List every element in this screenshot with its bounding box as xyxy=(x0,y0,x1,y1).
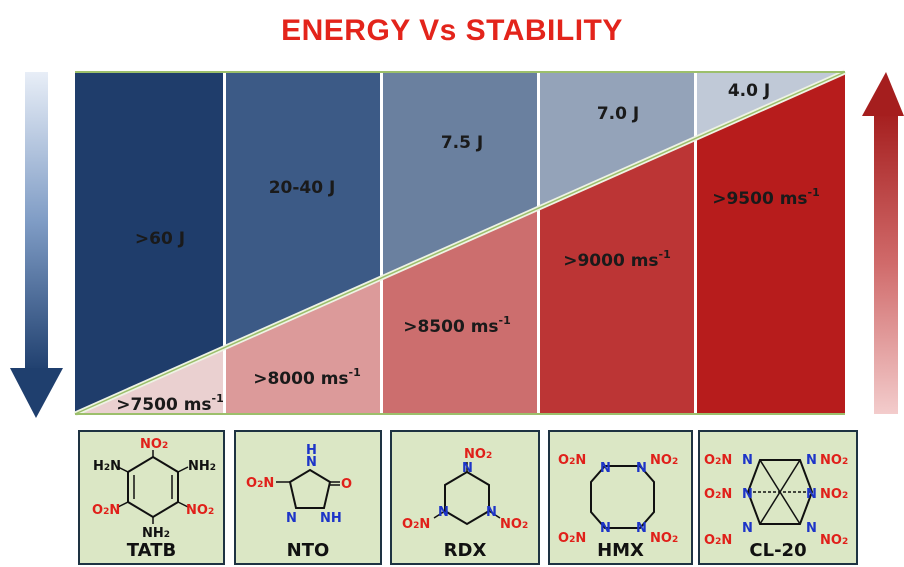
velocity-label-tatb: >7500 ms-1 xyxy=(116,392,224,415)
svg-text:N: N xyxy=(462,461,473,476)
impact-label-nto: 20-40 J xyxy=(269,178,336,198)
velocity-label-cl20: >9500 ms-1 xyxy=(712,186,820,209)
page-title: ENERGY Vs STABILITY xyxy=(281,14,623,47)
svg-text:N: N xyxy=(286,511,297,526)
molecule-label-nto: NTO xyxy=(286,540,330,561)
svg-text:O2N: O2N xyxy=(704,487,732,502)
impact-label-tatb: >60 J xyxy=(135,229,185,249)
svg-text:NO2: NO2 xyxy=(820,487,848,502)
svg-text:N: N xyxy=(306,455,317,470)
svg-text:NO2: NO2 xyxy=(820,533,848,548)
svg-text:O: O xyxy=(341,477,352,492)
velocity-label-hmx: >9000 ms-1 xyxy=(563,248,671,271)
molecule-card-nto: N H O2N O N NH NTO xyxy=(234,430,382,565)
svg-text:N: N xyxy=(806,453,817,468)
svg-text:NO2: NO2 xyxy=(464,447,492,462)
svg-text:NO2: NO2 xyxy=(650,453,678,468)
svg-text:N: N xyxy=(438,505,449,520)
svg-text:N: N xyxy=(636,461,647,476)
stability-arrow xyxy=(10,72,63,418)
impact-label-cl20: 4.0 J xyxy=(728,81,770,101)
svg-text:NO2: NO2 xyxy=(650,531,678,546)
rdx-structure-icon: N NO2 N N O2N NO2 xyxy=(402,447,528,532)
molecule-card-cl20: N N N N N N O2N NO2 O2N NO2 O2N NO2 CL-2… xyxy=(698,430,858,565)
svg-text:O2N: O2N xyxy=(402,517,430,532)
molecule-label-hmx: HMX xyxy=(597,540,644,561)
svg-text:NO2: NO2 xyxy=(820,453,848,468)
svg-text:N: N xyxy=(600,521,611,536)
svg-text:NH: NH xyxy=(320,511,342,526)
svg-text:N: N xyxy=(806,487,817,502)
svg-text:NO2: NO2 xyxy=(500,517,528,532)
svg-text:N: N xyxy=(742,453,753,468)
impact-label-rdx: 7.5 J xyxy=(441,133,483,153)
velocity-label-nto: >8000 ms-1 xyxy=(253,366,361,389)
svg-text:O2N: O2N xyxy=(92,503,120,518)
svg-text:N: N xyxy=(742,487,753,502)
svg-text:N: N xyxy=(806,521,817,536)
tatb-structure-icon: NO2 H2N NH2 O2N NO2 NH2 xyxy=(92,437,216,541)
svg-text:H: H xyxy=(306,443,317,458)
impact-label-hmx: 7.0 J xyxy=(597,104,639,124)
svg-text:NO2: NO2 xyxy=(140,437,168,452)
velocity-label-rdx: >8500 ms-1 xyxy=(403,314,511,337)
svg-text:H2N: H2N xyxy=(93,459,121,474)
svg-text:N: N xyxy=(486,505,497,520)
svg-text:O2N: O2N xyxy=(246,476,274,491)
energy-arrow xyxy=(862,72,904,414)
cl20-structure-icon: N N N N N N O2N NO2 O2N NO2 O2N NO2 xyxy=(704,453,848,548)
molecule-label-rdx: RDX xyxy=(443,540,487,561)
svg-text:N: N xyxy=(636,521,647,536)
svg-text:O2N: O2N xyxy=(704,533,732,548)
molecule-label-tatb: TATB xyxy=(126,540,177,561)
svg-text:NH2: NH2 xyxy=(188,459,216,474)
energy-stability-diagram: >60 J 20-40 J 7.5 J 7.0 J 4.0 J >7500 ms… xyxy=(10,69,904,418)
svg-text:NO2: NO2 xyxy=(186,503,214,518)
svg-text:NH2: NH2 xyxy=(142,526,170,541)
molecule-label-cl20: CL-20 xyxy=(749,540,807,561)
svg-text:O2N: O2N xyxy=(558,531,586,546)
svg-text:N: N xyxy=(600,461,611,476)
svg-text:O2N: O2N xyxy=(704,453,732,468)
svg-text:N: N xyxy=(742,521,753,536)
molecule-card-rdx: N NO2 N N O2N NO2 RDX xyxy=(390,430,540,565)
hmx-structure-icon: N N N N O2N NO2 O2N NO2 xyxy=(558,453,678,546)
molecule-card-tatb: NO2 H2N NH2 O2N NO2 NH2 TATB xyxy=(78,430,225,565)
svg-text:O2N: O2N xyxy=(558,453,586,468)
molecule-card-hmx: N N N N O2N NO2 O2N NO2 HMX xyxy=(548,430,693,565)
nto-structure-icon: N H O2N O N NH xyxy=(246,443,352,526)
